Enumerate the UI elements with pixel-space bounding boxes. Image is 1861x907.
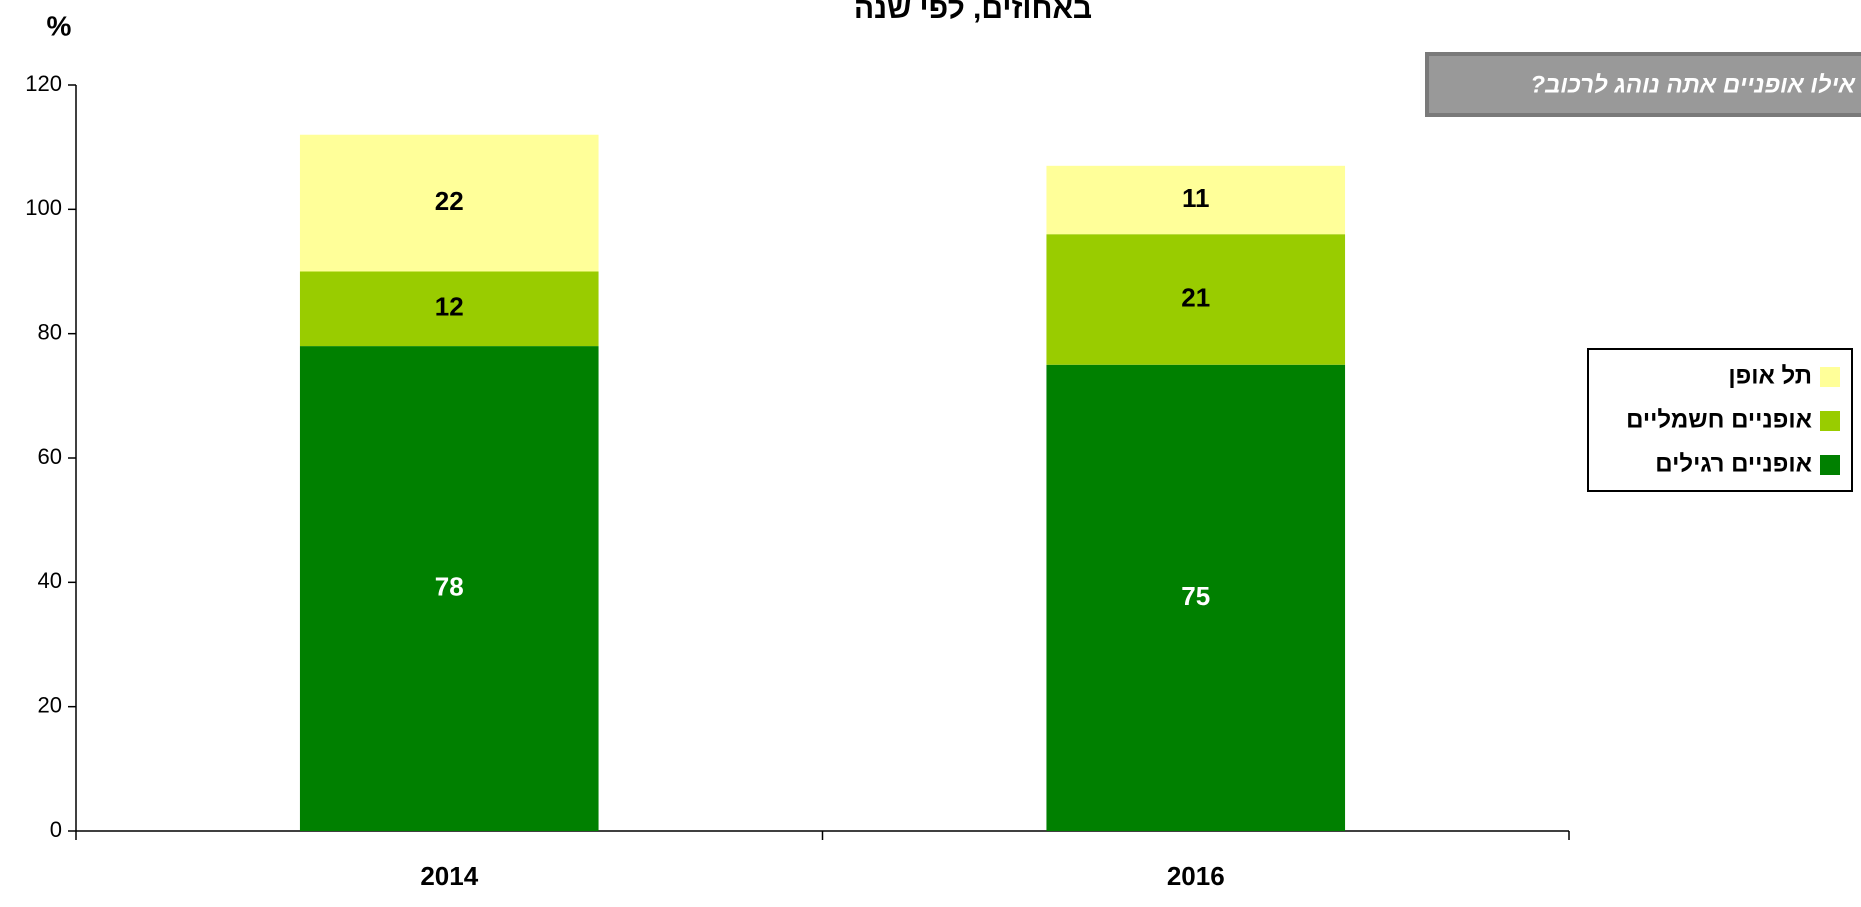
data-label: 12 <box>435 292 464 322</box>
annotation: אילו אופניים אתה נוהג לרכוב? <box>1530 71 1855 98</box>
x-tick-label: 2014 <box>420 861 478 891</box>
legend-swatch <box>1820 411 1840 431</box>
y-tick-label: 100 <box>25 195 62 220</box>
y-tick-label: 0 <box>50 817 62 842</box>
legend-label: אופניים חשמליים <box>1626 406 1812 433</box>
y-axis-label: % <box>47 10 72 41</box>
bar-segment <box>1046 234 1346 365</box>
bar-segment <box>1046 165 1346 235</box>
bar-segment <box>299 134 599 272</box>
y-tick-label: 120 <box>25 71 62 96</box>
data-label: 78 <box>435 571 464 601</box>
bar-segment <box>299 346 599 831</box>
data-label: 22 <box>435 186 464 216</box>
y-tick-label: 40 <box>38 568 62 593</box>
data-label: 11 <box>1182 183 1210 213</box>
chart-title: באחוזים, לפי שנה <box>854 0 1092 25</box>
legend-box <box>1587 348 1853 492</box>
bar-segment <box>299 271 599 347</box>
annotation-box <box>1425 52 1861 117</box>
y-tick-label: 80 <box>38 319 62 344</box>
data-label: 75 <box>1181 581 1210 611</box>
y-tick-label: 60 <box>38 444 62 469</box>
data-label: 21 <box>1181 282 1210 312</box>
legend-label: אופניים רגילים <box>1655 450 1812 477</box>
legend-label: תל אופן <box>1728 362 1812 389</box>
bar-segment <box>1046 364 1346 831</box>
legend-swatch <box>1820 455 1840 475</box>
y-tick-label: 20 <box>38 692 62 717</box>
legend-swatch <box>1820 367 1840 387</box>
x-tick-label: 2016 <box>1167 861 1225 891</box>
